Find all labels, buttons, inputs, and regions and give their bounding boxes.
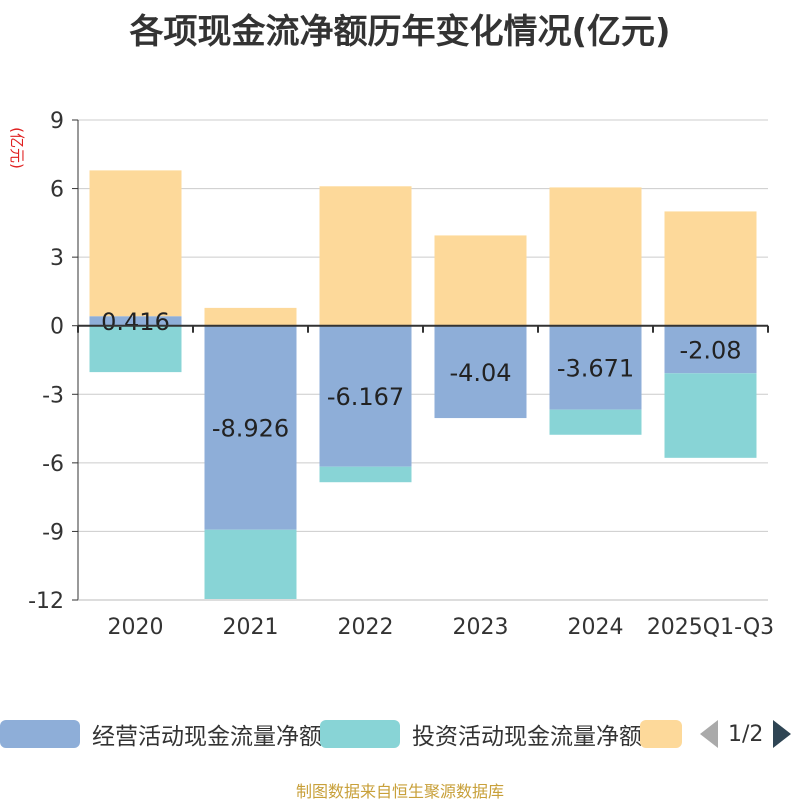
bar-investing — [89, 325, 182, 373]
bar-chart: 9 6 3 0 -3 -6 -9 -12 (亿元) 0.416 -8.926 -6.167 -4.04 -… — [8, 109, 774, 640]
legend-label-operating: 经营活动现金流量净额 — [92, 724, 322, 750]
x-tick-label: 2020 — [108, 615, 164, 640]
bar-operating — [664, 325, 757, 374]
y-tick-label: -6 — [42, 452, 64, 477]
bar-operating — [89, 316, 182, 326]
y-tick-label: -3 — [42, 383, 64, 408]
bar-financing — [89, 170, 182, 317]
y-tick-label: 3 — [50, 246, 64, 271]
bar-financing — [319, 186, 412, 326]
bar-investing — [204, 529, 297, 599]
x-tick-label: 2025Q1-Q3 — [647, 615, 774, 640]
bar-operating — [204, 325, 297, 530]
bar-financing — [204, 307, 297, 326]
data-label: -2.08 — [679, 336, 741, 364]
legend-item-operating[interactable]: 经营活动现金流量净额 — [0, 712, 322, 756]
x-tick-label: 2024 — [568, 615, 624, 640]
bar-operating — [434, 325, 527, 419]
legend-swatch-investing — [320, 720, 400, 748]
x-tick-label: 2023 — [453, 615, 509, 640]
y-tick-label: 6 — [50, 178, 64, 203]
data-label: -6.167 — [327, 383, 404, 411]
legend-label-investing: 投资活动现金流量净额 — [412, 724, 642, 750]
legend-item-investing[interactable]: 投资活动现金流量净额 — [320, 712, 642, 756]
legend-page-indicator: 1/2 — [728, 721, 764, 747]
x-tick-label: 2021 — [223, 615, 279, 640]
x-tick-label: 2022 — [338, 615, 394, 640]
y-tick-label: -9 — [42, 520, 64, 545]
legend-pager: 1/2 — [700, 712, 792, 756]
bar-investing — [549, 409, 642, 435]
bar-financing — [434, 235, 527, 326]
legend-swatch-financing — [640, 720, 682, 748]
data-label: -4.04 — [449, 359, 511, 387]
bar-operating — [319, 325, 412, 467]
y-tick-label: 9 — [50, 109, 64, 134]
y-axis-label: (亿元) — [8, 127, 26, 169]
legend-item-financing[interactable] — [640, 712, 682, 756]
prev-page-icon[interactable] — [700, 720, 718, 748]
bar-investing — [664, 373, 757, 458]
bar-financing — [664, 211, 757, 326]
data-label: -3.671 — [557, 355, 634, 383]
next-page-icon[interactable] — [773, 720, 792, 748]
bar-financing — [549, 187, 642, 326]
legend-swatch-operating — [0, 720, 80, 748]
y-tick-label: -12 — [28, 589, 64, 614]
legend: 经营活动现金流量净额 投资活动现金流量净额 1/2 — [0, 712, 800, 756]
chart-title: 各项现金流净额历年变化情况(亿元) — [129, 12, 671, 52]
data-label: 0.416 — [101, 308, 170, 336]
data-source-note: 制图数据来自恒生聚源数据库 — [295, 782, 504, 801]
bar-operating — [549, 325, 642, 410]
y-tick-label: 0 — [50, 315, 64, 340]
bar-investing — [319, 466, 412, 483]
data-label: -8.926 — [212, 415, 289, 443]
